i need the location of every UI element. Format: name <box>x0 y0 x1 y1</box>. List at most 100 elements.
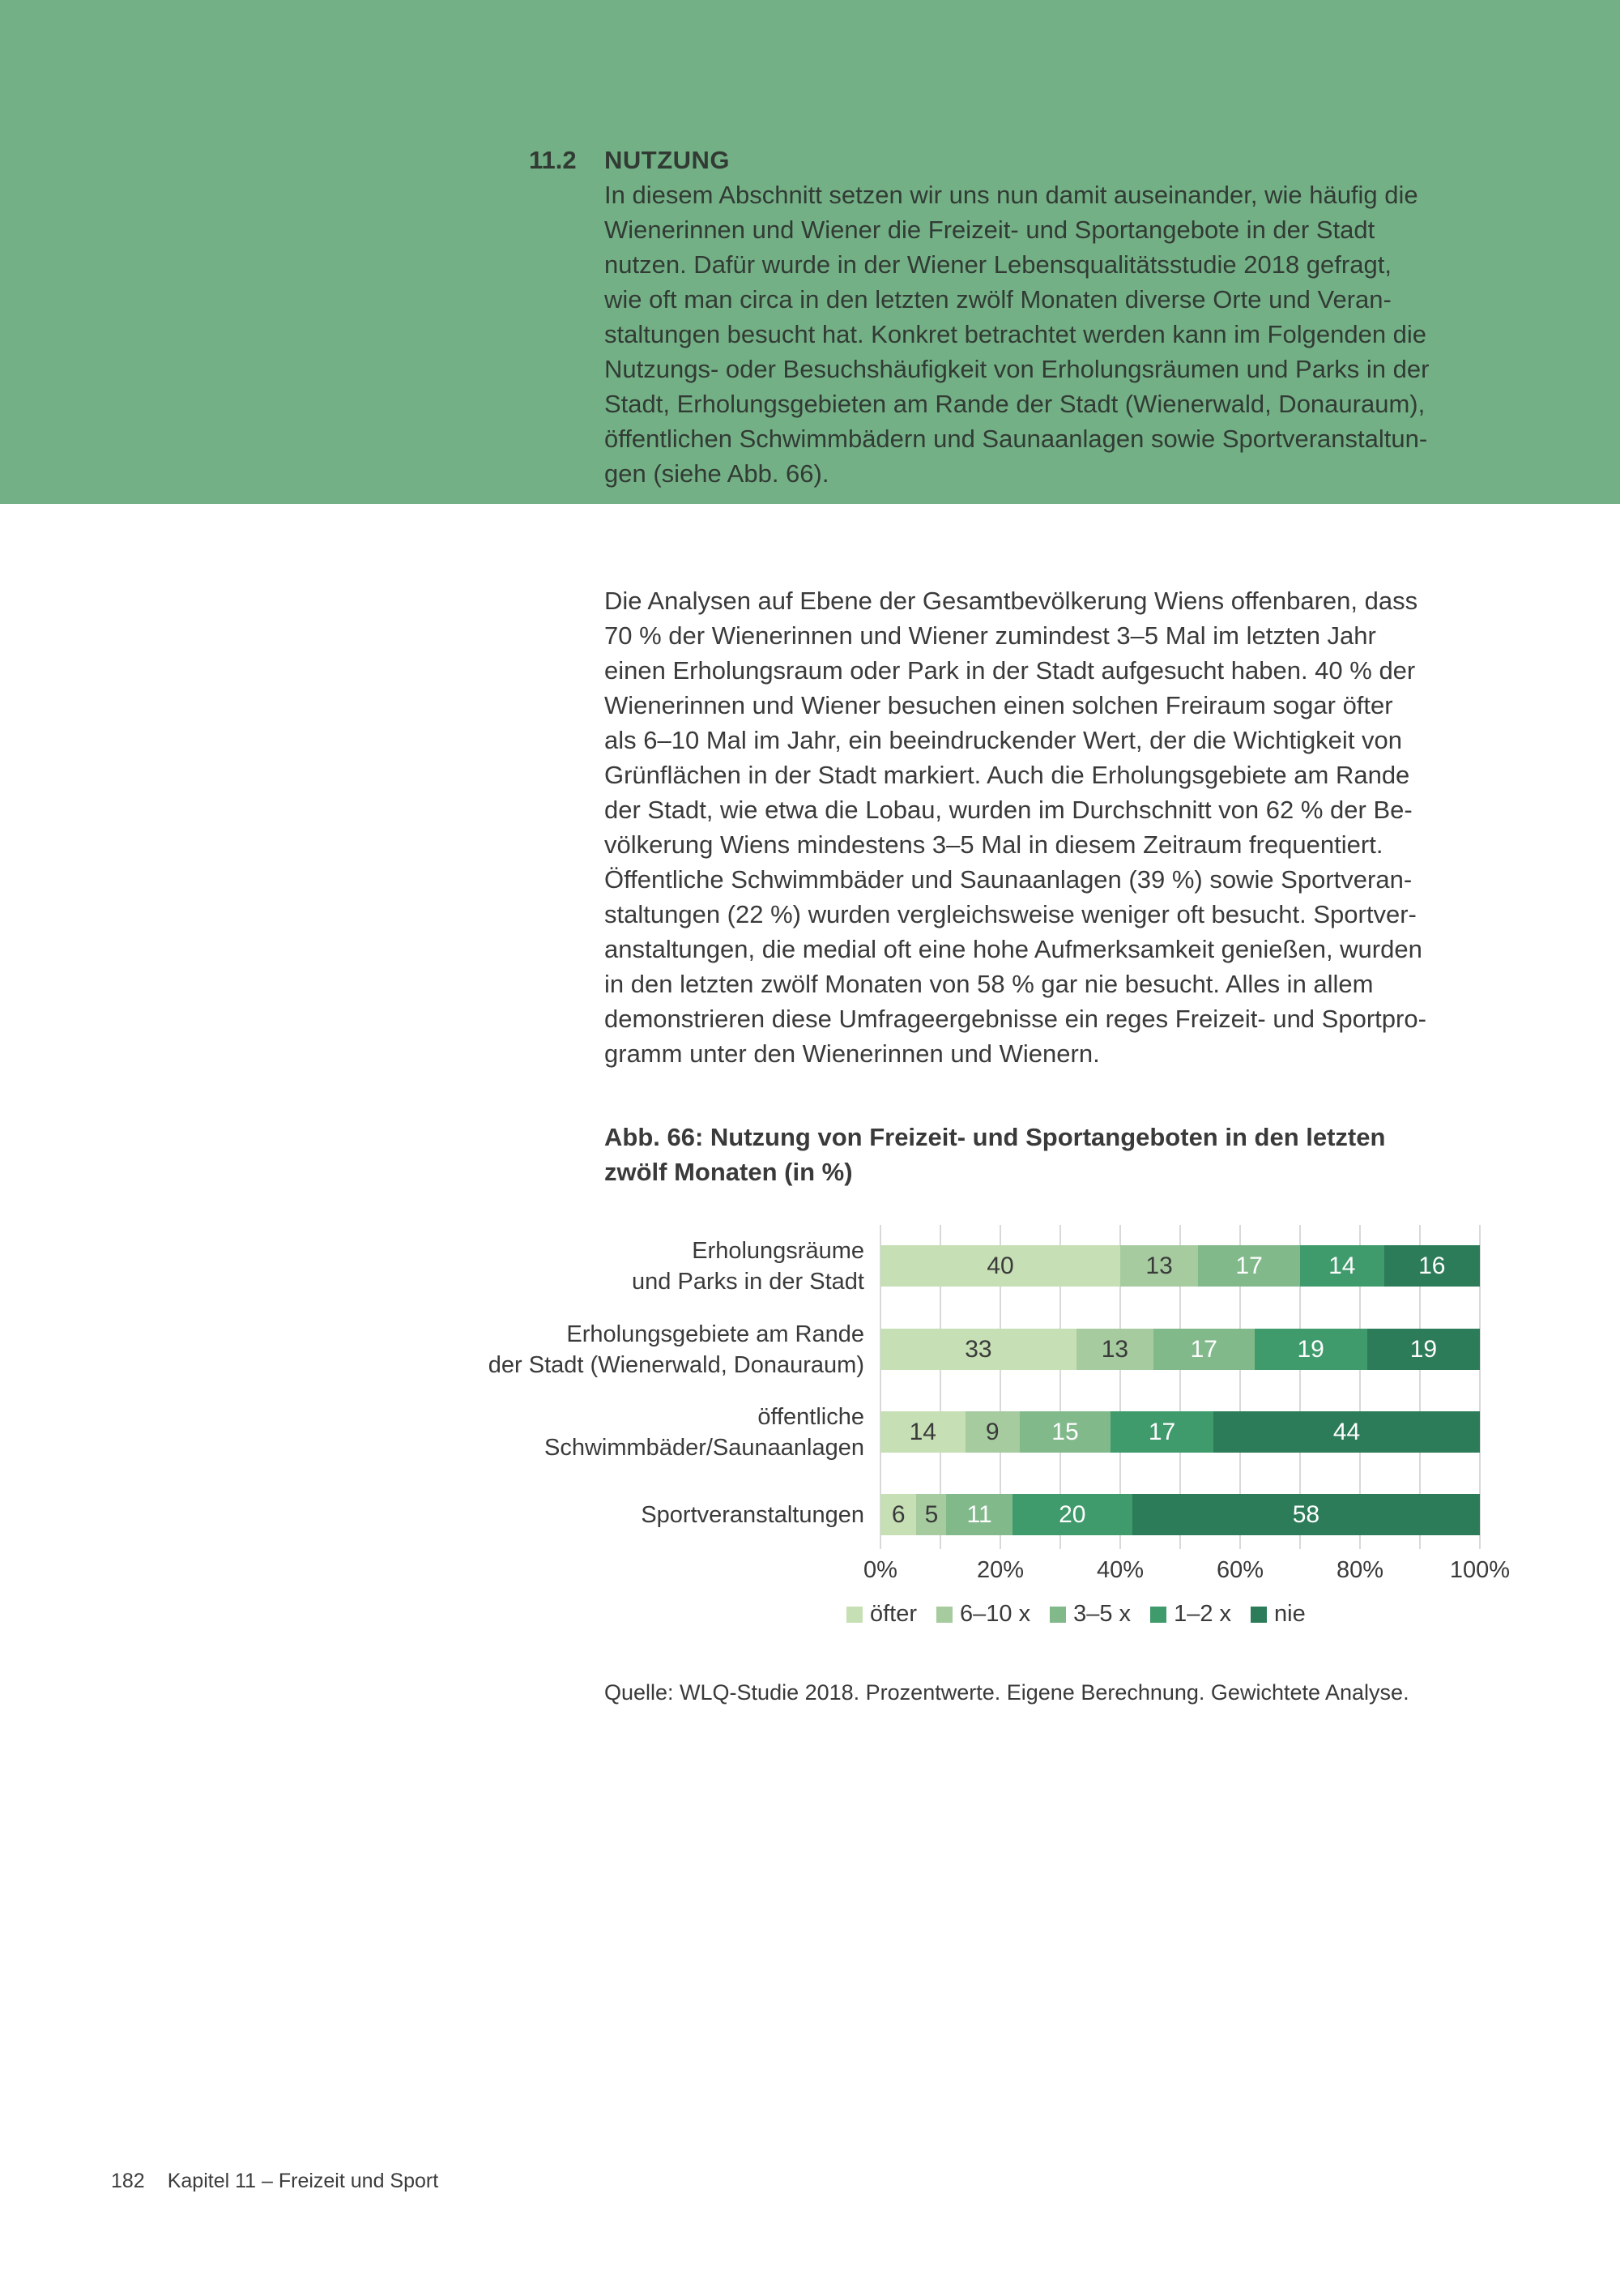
bar-segment: 40 <box>880 1245 1120 1287</box>
figure-caption-line: zwölf Monaten (in %) <box>604 1158 853 1186</box>
body-paragraph-line: Die Analysen auf Ebene der Gesamtbevölke… <box>604 587 1418 615</box>
bar-value-label: 44 <box>1332 1418 1361 1445</box>
bar-segment: 11 <box>946 1494 1013 1535</box>
chart-gridline <box>940 1225 941 1549</box>
legend-label: 3–5 x <box>1073 1601 1132 1627</box>
bar-value-label: 20 <box>1059 1500 1086 1528</box>
bar-segment: 5 <box>916 1494 947 1535</box>
page-footer: 182 Kapitel 11 – Freizeit und Sport <box>111 2170 438 2193</box>
legend-swatch <box>1150 1606 1167 1623</box>
x-axis-tick-label: 100% <box>1449 1557 1511 1583</box>
figure-source: Quelle: WLQ-Studie 2018. Prozentwerte. E… <box>604 1680 1409 1705</box>
legend-label: 1–2 x <box>1174 1601 1232 1627</box>
bar-segment: 17 <box>1198 1245 1300 1287</box>
bar-value-label: 14 <box>909 1418 936 1445</box>
chart-gridline <box>1299 1225 1301 1549</box>
chart-gridline <box>1059 1225 1061 1549</box>
x-axis-tick-label: 0% <box>863 1557 897 1583</box>
stacked-bar-row: 33 13 17 19 19 <box>880 1329 1480 1370</box>
bar-value-label: 17 <box>1235 1252 1263 1279</box>
legend-item: öfter <box>846 1601 917 1628</box>
bar-segment: 19 <box>1254 1329 1367 1370</box>
section-intro-line: In diesem Abschnitt setzen wir uns nun d… <box>604 181 1418 209</box>
chart-category-label-line: öffentliche <box>757 1404 864 1430</box>
bar-segment: 14 <box>880 1411 966 1453</box>
bar-value-label: 17 <box>1148 1418 1176 1445</box>
x-axis-tick-label: 60% <box>1216 1557 1264 1583</box>
bar-value-label: 19 <box>1409 1335 1438 1363</box>
stacked-bar-row: 14 9 15 17 44 <box>880 1411 1480 1453</box>
bar-value-label: 19 <box>1297 1335 1324 1363</box>
bar-segment: 15 <box>1019 1411 1111 1453</box>
chart-gridline <box>1179 1225 1181 1549</box>
section-number: 11.2 <box>529 146 577 174</box>
bar-value-label: 17 <box>1190 1335 1217 1363</box>
legend-item: 3–5 x <box>1050 1601 1131 1628</box>
chart-gridline <box>1359 1225 1361 1549</box>
chart-gridline <box>880 1225 881 1549</box>
x-axis-tick-label: 80% <box>1336 1557 1384 1583</box>
bar-value-label: 33 <box>965 1335 992 1363</box>
legend-item: 1–2 x <box>1150 1601 1231 1628</box>
body-paragraph-line: anstaltungen, die medial oft eine hohe A… <box>604 935 1422 963</box>
chart-category-label: Sportveranstaltungen <box>641 1500 864 1530</box>
chart-legend: öfter 6–10 x 3–5 x 1–2 x nie <box>846 1601 1306 1628</box>
bar-segment: 17 <box>1111 1411 1214 1453</box>
bar-segment: 33 <box>880 1329 1076 1370</box>
stacked-bar-chart-plot-area: 40 13 17 14 16 33 13 17 19 19 14 9 15 17 44 6 5 11 20 58 <box>880 1225 1481 1549</box>
bar-value-label: 13 <box>1101 1335 1129 1363</box>
bar-segment: 9 <box>965 1411 1020 1453</box>
bar-value-label: 6 <box>891 1500 906 1528</box>
bar-segment: 13 <box>1120 1245 1199 1287</box>
bar-segment: 13 <box>1076 1329 1154 1370</box>
bar-value-label: 5 <box>924 1500 939 1528</box>
section-intro-line: wie oft man circa in den letzten zwölf M… <box>604 285 1392 314</box>
bar-value-label: 14 <box>1328 1252 1356 1279</box>
bar-segment: 44 <box>1213 1411 1480 1453</box>
legend-item: 6–10 x <box>936 1601 1030 1628</box>
figure-caption: Abb. 66: Nutzung von Freizeit- und Sport… <box>604 1120 1487 1189</box>
bar-value-label: 15 <box>1051 1418 1079 1445</box>
chart-category-label-line: Erholungsräume <box>692 1238 864 1264</box>
bar-value-label: 16 <box>1418 1252 1446 1279</box>
section-intro-paragraph: In diesem Abschnitt setzen wir uns nun d… <box>604 177 1487 491</box>
section-intro-line: nutzen. Dafür wurde in der Wiener Lebens… <box>604 250 1392 279</box>
legend-swatch <box>1251 1606 1268 1623</box>
section-intro-line: Nutzungs- oder Besuchshäufigkeit von Erh… <box>604 355 1430 383</box>
section-header-band: 11.2 NUTZUNG In diesem Abschnitt setzen … <box>0 0 1620 504</box>
body-paragraph-line: völkerung Wiens mindestens 3–5 Mal in di… <box>604 830 1383 859</box>
chart-category-label: Erholungsgebiete am Rande der Stadt (Wien… <box>488 1319 864 1381</box>
chart-gridline <box>1419 1225 1421 1549</box>
body-paragraph-line: Öffentliche Schwimmbäder und Saunaanlage… <box>604 865 1413 894</box>
bar-segment: 6 <box>880 1494 917 1535</box>
legend-label: öfter <box>870 1601 918 1627</box>
section-intro-line: Wienerinnen und Wiener die Freizeit- und… <box>604 216 1375 244</box>
section-intro-line: gen (siehe Abb. 66). <box>604 459 829 488</box>
section-intro-line: Stadt, Erholungsgebieten am Rande der St… <box>604 390 1426 418</box>
legend-item: nie <box>1251 1601 1306 1628</box>
body-paragraph-line: in den letzten zwölf Monaten von 58 % ga… <box>604 970 1374 998</box>
body-paragraph: Die Analysen auf Ebene der Gesamtbevölke… <box>604 583 1487 1071</box>
chart-category-label: öffentliche Schwimmbäder/Saunaanlagen <box>544 1402 864 1463</box>
bar-value-label: 40 <box>987 1252 1014 1279</box>
stacked-bar-row: 40 13 17 14 16 <box>880 1245 1480 1287</box>
body-paragraph-line: staltungen (22 %) wurden vergleichsweise… <box>604 900 1417 928</box>
chart-gridline <box>1239 1225 1241 1549</box>
body-paragraph-line: als 6–10 Mal im Jahr, ein beeindruckende… <box>604 726 1403 754</box>
body-paragraph-line: demonstrieren diese Umfrageergebnisse ei… <box>604 1005 1426 1033</box>
bar-value-label: 13 <box>1145 1252 1173 1279</box>
body-paragraph-line: Grünflächen in der Stadt markiert. Auch … <box>604 761 1410 789</box>
legend-swatch <box>936 1606 953 1623</box>
section-intro-line: öffentlichen Schwimmbädern und Saunaanla… <box>604 425 1428 453</box>
legend-label: nie <box>1274 1601 1306 1627</box>
figure-caption-line: Abb. 66: Nutzung von Freizeit- und Sport… <box>604 1123 1386 1151</box>
bar-segment: 14 <box>1300 1245 1384 1287</box>
bar-segment: 17 <box>1153 1329 1255 1370</box>
chart-category-label: Erholungsräume und Parks in der Stadt <box>632 1235 864 1297</box>
body-paragraph-line: einen Erholungsraum oder Park in der Sta… <box>604 656 1416 685</box>
x-axis-tick-label: 20% <box>976 1557 1025 1583</box>
section-intro-line: staltungen besucht hat. Konkret betracht… <box>604 320 1427 348</box>
section-title: NUTZUNG <box>604 146 731 174</box>
bar-segment: 58 <box>1132 1494 1481 1535</box>
